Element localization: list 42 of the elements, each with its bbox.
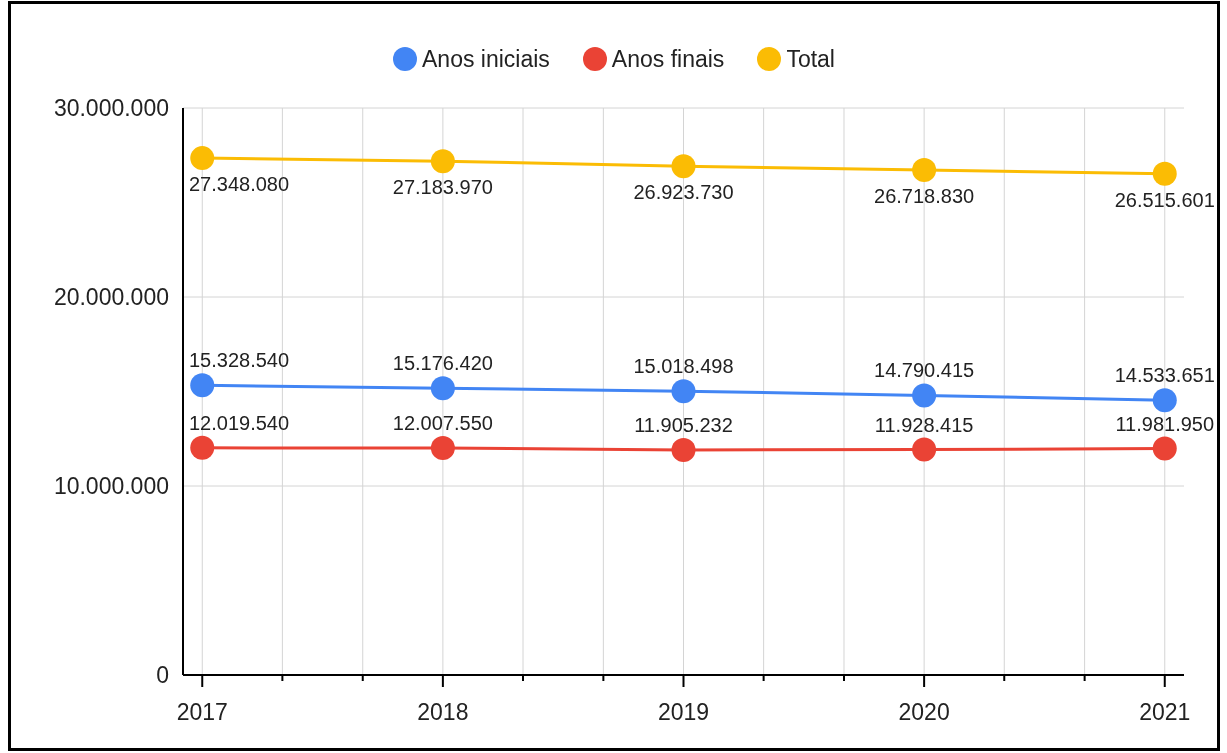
point bbox=[430, 376, 455, 401]
x-tick-label: 2021 bbox=[1139, 699, 1191, 726]
data-label: 15.176.420 bbox=[392, 352, 493, 375]
x-tick-label: 2019 bbox=[657, 699, 710, 726]
point bbox=[1152, 161, 1177, 186]
data-label: 26.923.730 bbox=[633, 181, 734, 204]
x-tick-label: 2020 bbox=[898, 699, 950, 726]
x-tick-label: 2017 bbox=[176, 699, 228, 726]
legend-label: Anos iniciais bbox=[422, 45, 550, 73]
data-label: 15.328.540 bbox=[188, 349, 290, 372]
data-label: 11.905.232 bbox=[634, 413, 733, 436]
point bbox=[430, 436, 455, 461]
data-label: 15.018.498 bbox=[633, 355, 734, 378]
point bbox=[912, 437, 937, 462]
legend-label: Total bbox=[786, 45, 835, 73]
y-tick-label: 30.000.000 bbox=[53, 95, 169, 122]
point bbox=[190, 373, 215, 398]
y-tick-label: 20.000.000 bbox=[53, 284, 169, 311]
point bbox=[1152, 436, 1177, 461]
point bbox=[671, 437, 696, 462]
data-label: 27.348.080 bbox=[188, 173, 290, 196]
data-label: 14.533.651 bbox=[1114, 364, 1215, 387]
legend-label: Anos finais bbox=[611, 45, 725, 73]
x-tick-label: 2018 bbox=[417, 699, 469, 726]
point bbox=[430, 149, 455, 174]
point bbox=[671, 154, 696, 179]
point bbox=[190, 435, 215, 460]
y-tick-label: 10.000.000 bbox=[53, 473, 169, 500]
data-label: 12.007.550 bbox=[392, 412, 493, 435]
y-tick-label: 0 bbox=[156, 662, 169, 689]
point bbox=[1152, 388, 1177, 413]
data-label: 11.981.950 bbox=[1115, 412, 1215, 435]
data-label: 11.928.415 bbox=[874, 413, 974, 436]
data-label: 27.183.970 bbox=[392, 176, 493, 199]
point bbox=[912, 158, 937, 183]
point bbox=[190, 146, 215, 171]
data-label: 26.718.830 bbox=[874, 185, 975, 208]
data-label: 14.790.415 bbox=[874, 359, 975, 382]
data-label: 26.515.601 bbox=[1114, 188, 1215, 211]
point bbox=[671, 379, 696, 404]
point bbox=[912, 383, 937, 408]
data-label: 12.019.540 bbox=[188, 411, 290, 434]
